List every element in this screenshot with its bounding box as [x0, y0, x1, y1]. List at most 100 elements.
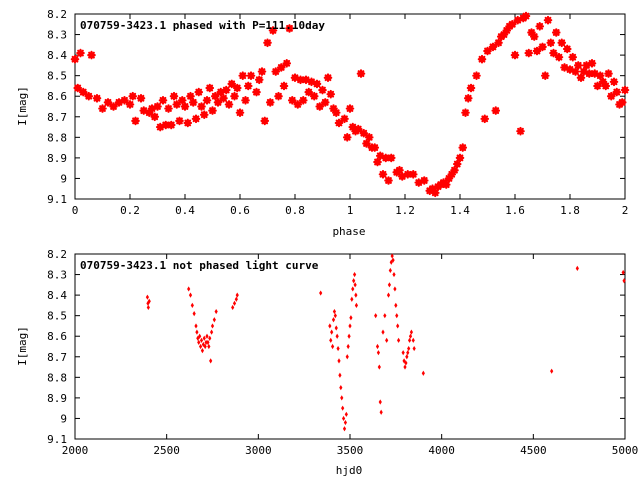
- data-point: [540, 71, 550, 80]
- data-point: [187, 286, 191, 292]
- data-point: [405, 354, 409, 360]
- y-tick-label: 8.9: [47, 392, 67, 405]
- data-point: [198, 333, 202, 339]
- data-point: [390, 253, 394, 259]
- data-point: [407, 345, 411, 352]
- data-point: [199, 337, 204, 343]
- data-point: [609, 77, 619, 87]
- x-tick-label: 5000: [612, 444, 639, 457]
- data-point: [513, 15, 523, 25]
- data-point: [407, 337, 412, 343]
- data-point: [458, 143, 468, 152]
- data-point: [370, 143, 380, 152]
- data-point: [230, 91, 239, 101]
- data-point: [373, 157, 382, 167]
- y-tick-label: 8.3: [47, 269, 67, 282]
- y-tick-label: 8.2: [47, 248, 67, 261]
- data-point: [131, 116, 140, 126]
- data-point: [224, 100, 234, 109]
- y-tick-label: 8.5: [47, 310, 67, 323]
- data-point: [312, 79, 322, 89]
- y-tick-label: 8.7: [47, 351, 67, 364]
- data-point: [216, 87, 226, 97]
- y-tick-label: 9.1: [47, 433, 67, 446]
- data-point: [207, 343, 211, 350]
- data-point: [330, 343, 335, 350]
- data-point: [208, 106, 217, 115]
- data-point: [197, 102, 206, 111]
- data-point: [234, 296, 238, 302]
- data-point: [227, 79, 237, 89]
- data-point: [582, 61, 591, 70]
- x-tick-label: 1.6: [505, 204, 525, 217]
- data-point: [164, 104, 173, 113]
- data-point: [571, 67, 580, 76]
- data-point: [397, 172, 407, 181]
- data-point: [412, 345, 416, 352]
- data-point: [480, 114, 490, 124]
- data-point: [381, 329, 385, 335]
- data-point: [194, 323, 198, 329]
- data-point: [507, 19, 517, 29]
- data-point: [466, 83, 476, 93]
- data-point: [301, 75, 311, 85]
- data-point: [125, 100, 135, 109]
- data-point: [403, 170, 413, 179]
- y-tick-label: 8.6: [47, 330, 67, 343]
- data-point: [177, 96, 187, 105]
- x-tick-label: 0.8: [285, 204, 305, 217]
- data-point: [326, 89, 336, 99]
- data-point: [620, 85, 630, 95]
- data-point: [212, 317, 216, 323]
- data-point: [339, 385, 343, 391]
- data-point: [595, 71, 605, 80]
- data-point: [374, 313, 378, 319]
- data-point: [532, 46, 542, 56]
- data-point: [323, 73, 333, 83]
- data-point: [128, 91, 138, 101]
- data-point: [114, 98, 124, 107]
- data-point: [78, 87, 88, 97]
- data-point: [210, 91, 220, 101]
- y-tick-label: 8.8: [47, 131, 67, 144]
- data-point: [92, 93, 102, 103]
- data-point: [318, 85, 327, 95]
- data-point: [455, 153, 465, 163]
- raw-light-curve-panel: 2000 2500 3000 3500 4000 4500 5000 8.2 8.3 8.4 8.5…: [16, 248, 638, 477]
- data-point: [109, 102, 118, 111]
- data-point: [320, 98, 330, 107]
- x-tick-label: 2500: [153, 444, 180, 457]
- data-point: [282, 59, 292, 68]
- data-point: [362, 139, 371, 148]
- data-point: [557, 38, 567, 48]
- data-point: [346, 343, 350, 350]
- data-point: [328, 323, 332, 329]
- data-point: [188, 292, 193, 298]
- data-point: [450, 165, 459, 175]
- data-point: [344, 411, 348, 417]
- data-point: [622, 278, 626, 284]
- data-point: [331, 108, 341, 117]
- data-point: [153, 102, 162, 111]
- x-tick-label: 1.8: [560, 204, 580, 217]
- data-point: [535, 22, 545, 31]
- data-point: [144, 108, 154, 117]
- data-point: [411, 337, 415, 343]
- y-tick-label: 8.3: [47, 29, 67, 42]
- x-tick-label: 3500: [337, 444, 364, 457]
- data-point: [395, 313, 399, 319]
- data-point: [348, 122, 358, 132]
- data-point: [73, 83, 83, 93]
- data-points: [145, 253, 626, 432]
- data-point: [521, 11, 531, 21]
- data-point: [408, 170, 418, 179]
- data-point: [387, 282, 392, 288]
- data-point: [543, 15, 553, 25]
- data-point: [232, 300, 237, 306]
- data-point: [388, 267, 392, 274]
- data-point: [268, 26, 278, 35]
- data-point: [488, 42, 498, 52]
- phased-light-curve-panel: 0 0.2 0.4 0.6 0.8 1 1.2 1.4 1.6 1.8 2 8.2 8.3 8.4 8.5 8…: [16, 8, 630, 238]
- data-point: [343, 419, 348, 426]
